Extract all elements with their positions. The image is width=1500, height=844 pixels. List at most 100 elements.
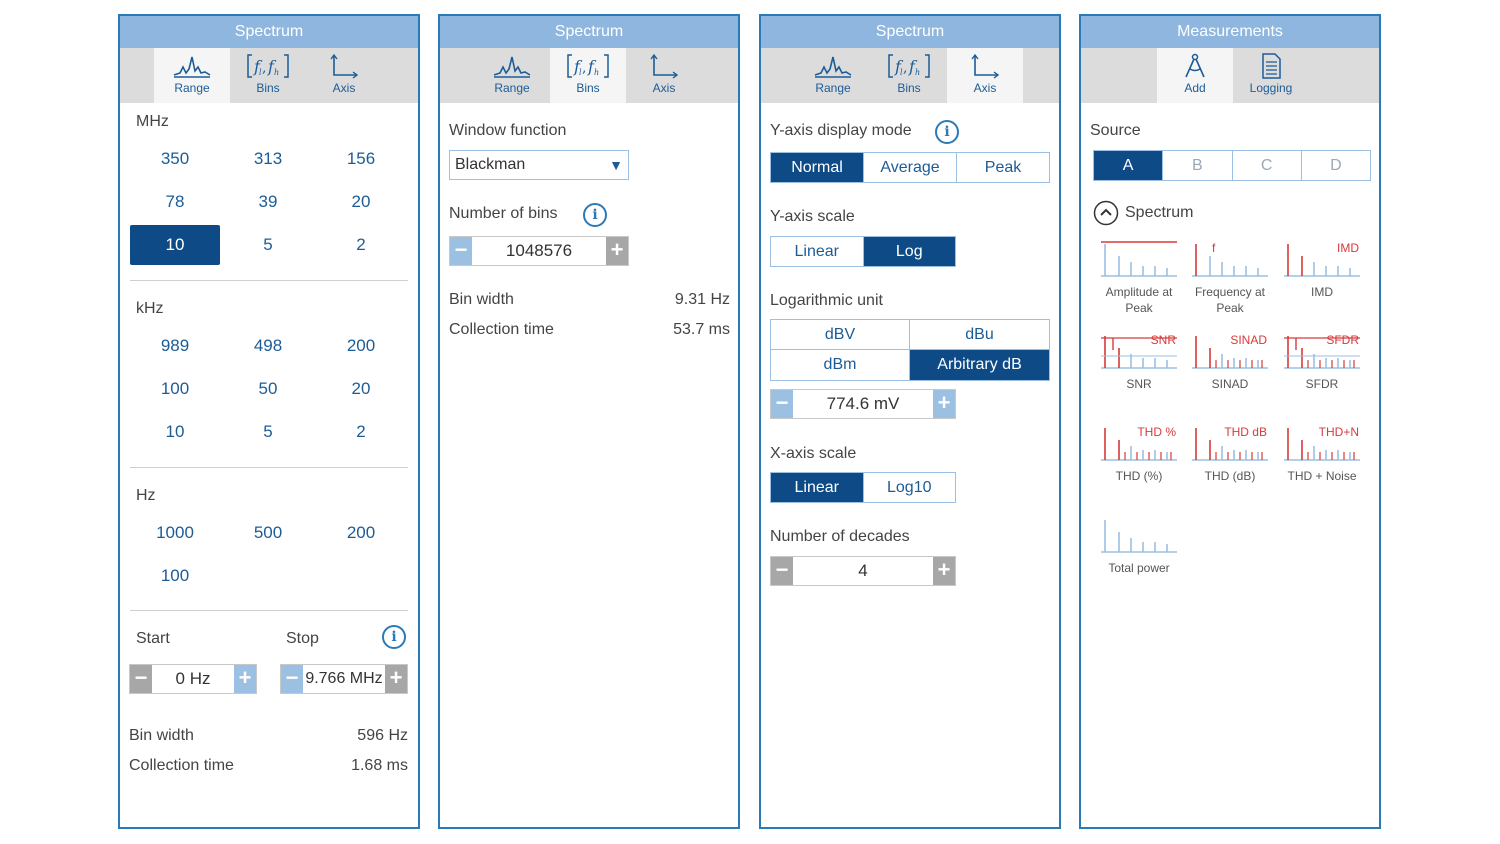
- reference-stepper: − 774.6 mV +: [770, 389, 956, 419]
- info-icon[interactable]: i: [935, 120, 959, 144]
- measurement-item[interactable]: SINAD SINAD: [1187, 330, 1273, 392]
- y-scale-linear-option[interactable]: Linear: [771, 237, 864, 266]
- range-preset-button[interactable]: 100: [160, 379, 190, 398]
- y-display-mode-selector: Normal Average Peak: [770, 152, 1050, 183]
- compass-icon: [1185, 53, 1205, 78]
- tab-label: Range: [815, 81, 851, 95]
- measurement-label: Total power: [1108, 561, 1170, 575]
- range-preset-button[interactable]: 20: [351, 192, 371, 211]
- measurement-item[interactable]: Total power: [1096, 514, 1182, 576]
- range-preset-button[interactable]: 1000: [156, 523, 194, 542]
- range-preset-button[interactable]: 5: [263, 235, 273, 254]
- tab-label: Axis: [332, 81, 356, 95]
- info-icon[interactable]: i: [382, 625, 406, 649]
- panel-title: Spectrum: [440, 16, 738, 48]
- start-value[interactable]: 0 Hz: [175, 669, 211, 688]
- source-a-option[interactable]: A: [1094, 151, 1164, 180]
- increment-button[interactable]: +: [933, 390, 955, 418]
- range-preset-button[interactable]: 313: [253, 149, 283, 168]
- source-b-option[interactable]: B: [1163, 151, 1233, 180]
- measurement-item[interactable]: SNR SNR: [1096, 330, 1182, 392]
- increment-button[interactable]: +: [933, 557, 955, 585]
- measurement-item[interactable]: f Frequency at Peak: [1187, 238, 1273, 316]
- y-scale-log-option[interactable]: Log: [863, 237, 955, 266]
- tab-axis[interactable]: Axis: [306, 48, 382, 103]
- measurement-tag: f: [1212, 241, 1216, 255]
- unit-dbm-option[interactable]: dBm: [771, 350, 910, 380]
- range-preset-button[interactable]: 100: [160, 566, 190, 585]
- collection-time-value: 53.7 ms: [673, 321, 730, 338]
- x-scale-label: X-axis scale: [770, 445, 857, 462]
- tab-range[interactable]: Range: [154, 48, 230, 103]
- stop-value[interactable]: 9.766 MHz: [305, 670, 383, 687]
- tab-add[interactable]: Add: [1157, 48, 1233, 103]
- range-preset-button[interactable]: 2: [356, 422, 366, 441]
- measurement-item[interactable]: Amplitude at Peak: [1096, 238, 1182, 316]
- reference-value[interactable]: 774.6 mV: [826, 394, 900, 413]
- increment-button[interactable]: +: [385, 665, 407, 693]
- range-preset-button[interactable]: 20: [351, 379, 371, 398]
- unit-arbitrary-db-option[interactable]: Arbitrary dB: [910, 350, 1049, 380]
- tab-axis[interactable]: Axis: [626, 48, 702, 103]
- measurement-item[interactable]: THD % THD (%): [1096, 422, 1182, 484]
- decrement-button[interactable]: −: [771, 557, 793, 585]
- measurement-item[interactable]: IMD IMD: [1279, 238, 1365, 300]
- decrement-button[interactable]: −: [130, 665, 152, 693]
- measurement-item[interactable]: SFDR SFDR: [1279, 330, 1365, 392]
- info-icon[interactable]: i: [583, 203, 607, 227]
- tab-range[interactable]: Range: [795, 48, 871, 103]
- increment-button[interactable]: +: [606, 237, 628, 265]
- window-function-select[interactable]: Blackman ▼: [449, 150, 629, 180]
- range-preset-button[interactable]: 989: [160, 336, 190, 355]
- number-of-bins-stepper: − 1048576 +: [449, 236, 629, 266]
- range-preset-button[interactable]: 5: [263, 422, 273, 441]
- unit-dbv-option[interactable]: dBV: [771, 320, 910, 350]
- range-preset-button[interactable]: 200: [346, 336, 376, 355]
- measurement-spectrum-icon: [1101, 520, 1177, 553]
- measurement-item[interactable]: THD dB THD (dB): [1187, 422, 1273, 484]
- measurement-spectrum-icon: SINAD: [1192, 333, 1268, 369]
- range-preset-button[interactable]: 156: [346, 149, 376, 168]
- x-scale-log10-option[interactable]: Log10: [887, 479, 932, 496]
- range-preset-button[interactable]: 498: [253, 336, 283, 355]
- range-preset-button[interactable]: 78: [165, 192, 185, 211]
- mode-peak-option[interactable]: Peak: [984, 159, 1022, 176]
- svg-text:,: ,: [903, 60, 907, 76]
- spectrum-section-header[interactable]: Spectrum: [1093, 200, 1193, 226]
- panel-title: Spectrum: [120, 16, 418, 48]
- range-preset-button[interactable]: 200: [346, 523, 376, 542]
- range-preset-button[interactable]: 10: [130, 225, 220, 265]
- range-preset-button[interactable]: 350: [160, 149, 190, 168]
- document-icon: [1262, 53, 1281, 79]
- decades-value[interactable]: 4: [858, 561, 868, 580]
- measurement-label: SINAD: [1211, 377, 1249, 391]
- range-preset-button[interactable]: 10: [165, 422, 185, 441]
- range-preset-button[interactable]: 2: [356, 235, 366, 254]
- tab-axis[interactable]: Axis: [947, 48, 1023, 103]
- x-scale-linear-option[interactable]: Linear: [771, 473, 864, 502]
- decrement-button[interactable]: −: [281, 665, 303, 693]
- bin-width-value: 9.31 Hz: [674, 291, 730, 308]
- mode-normal-option[interactable]: Normal: [771, 153, 864, 182]
- tab-range[interactable]: Range: [474, 48, 550, 103]
- range-preset-button[interactable]: 50: [258, 379, 278, 398]
- source-c-option[interactable]: C: [1233, 151, 1302, 180]
- number-of-bins-value[interactable]: 1048576: [505, 241, 573, 260]
- decrement-button[interactable]: −: [771, 390, 793, 418]
- measurement-item[interactable]: THD+N THD + Noise: [1279, 422, 1365, 484]
- range-preset-button[interactable]: 500: [253, 523, 283, 542]
- increment-button[interactable]: +: [234, 665, 256, 693]
- mode-average-option[interactable]: Average: [864, 153, 957, 182]
- measurements-panel: Measurements Add Logging Source A B C D …: [1079, 14, 1381, 829]
- decrement-button[interactable]: −: [450, 237, 472, 265]
- source-d-option[interactable]: D: [1330, 157, 1342, 174]
- range-preset-button[interactable]: 39: [258, 192, 278, 211]
- tab-logging[interactable]: Logging: [1233, 48, 1309, 103]
- unit-dbu-option[interactable]: dBu: [910, 320, 1049, 350]
